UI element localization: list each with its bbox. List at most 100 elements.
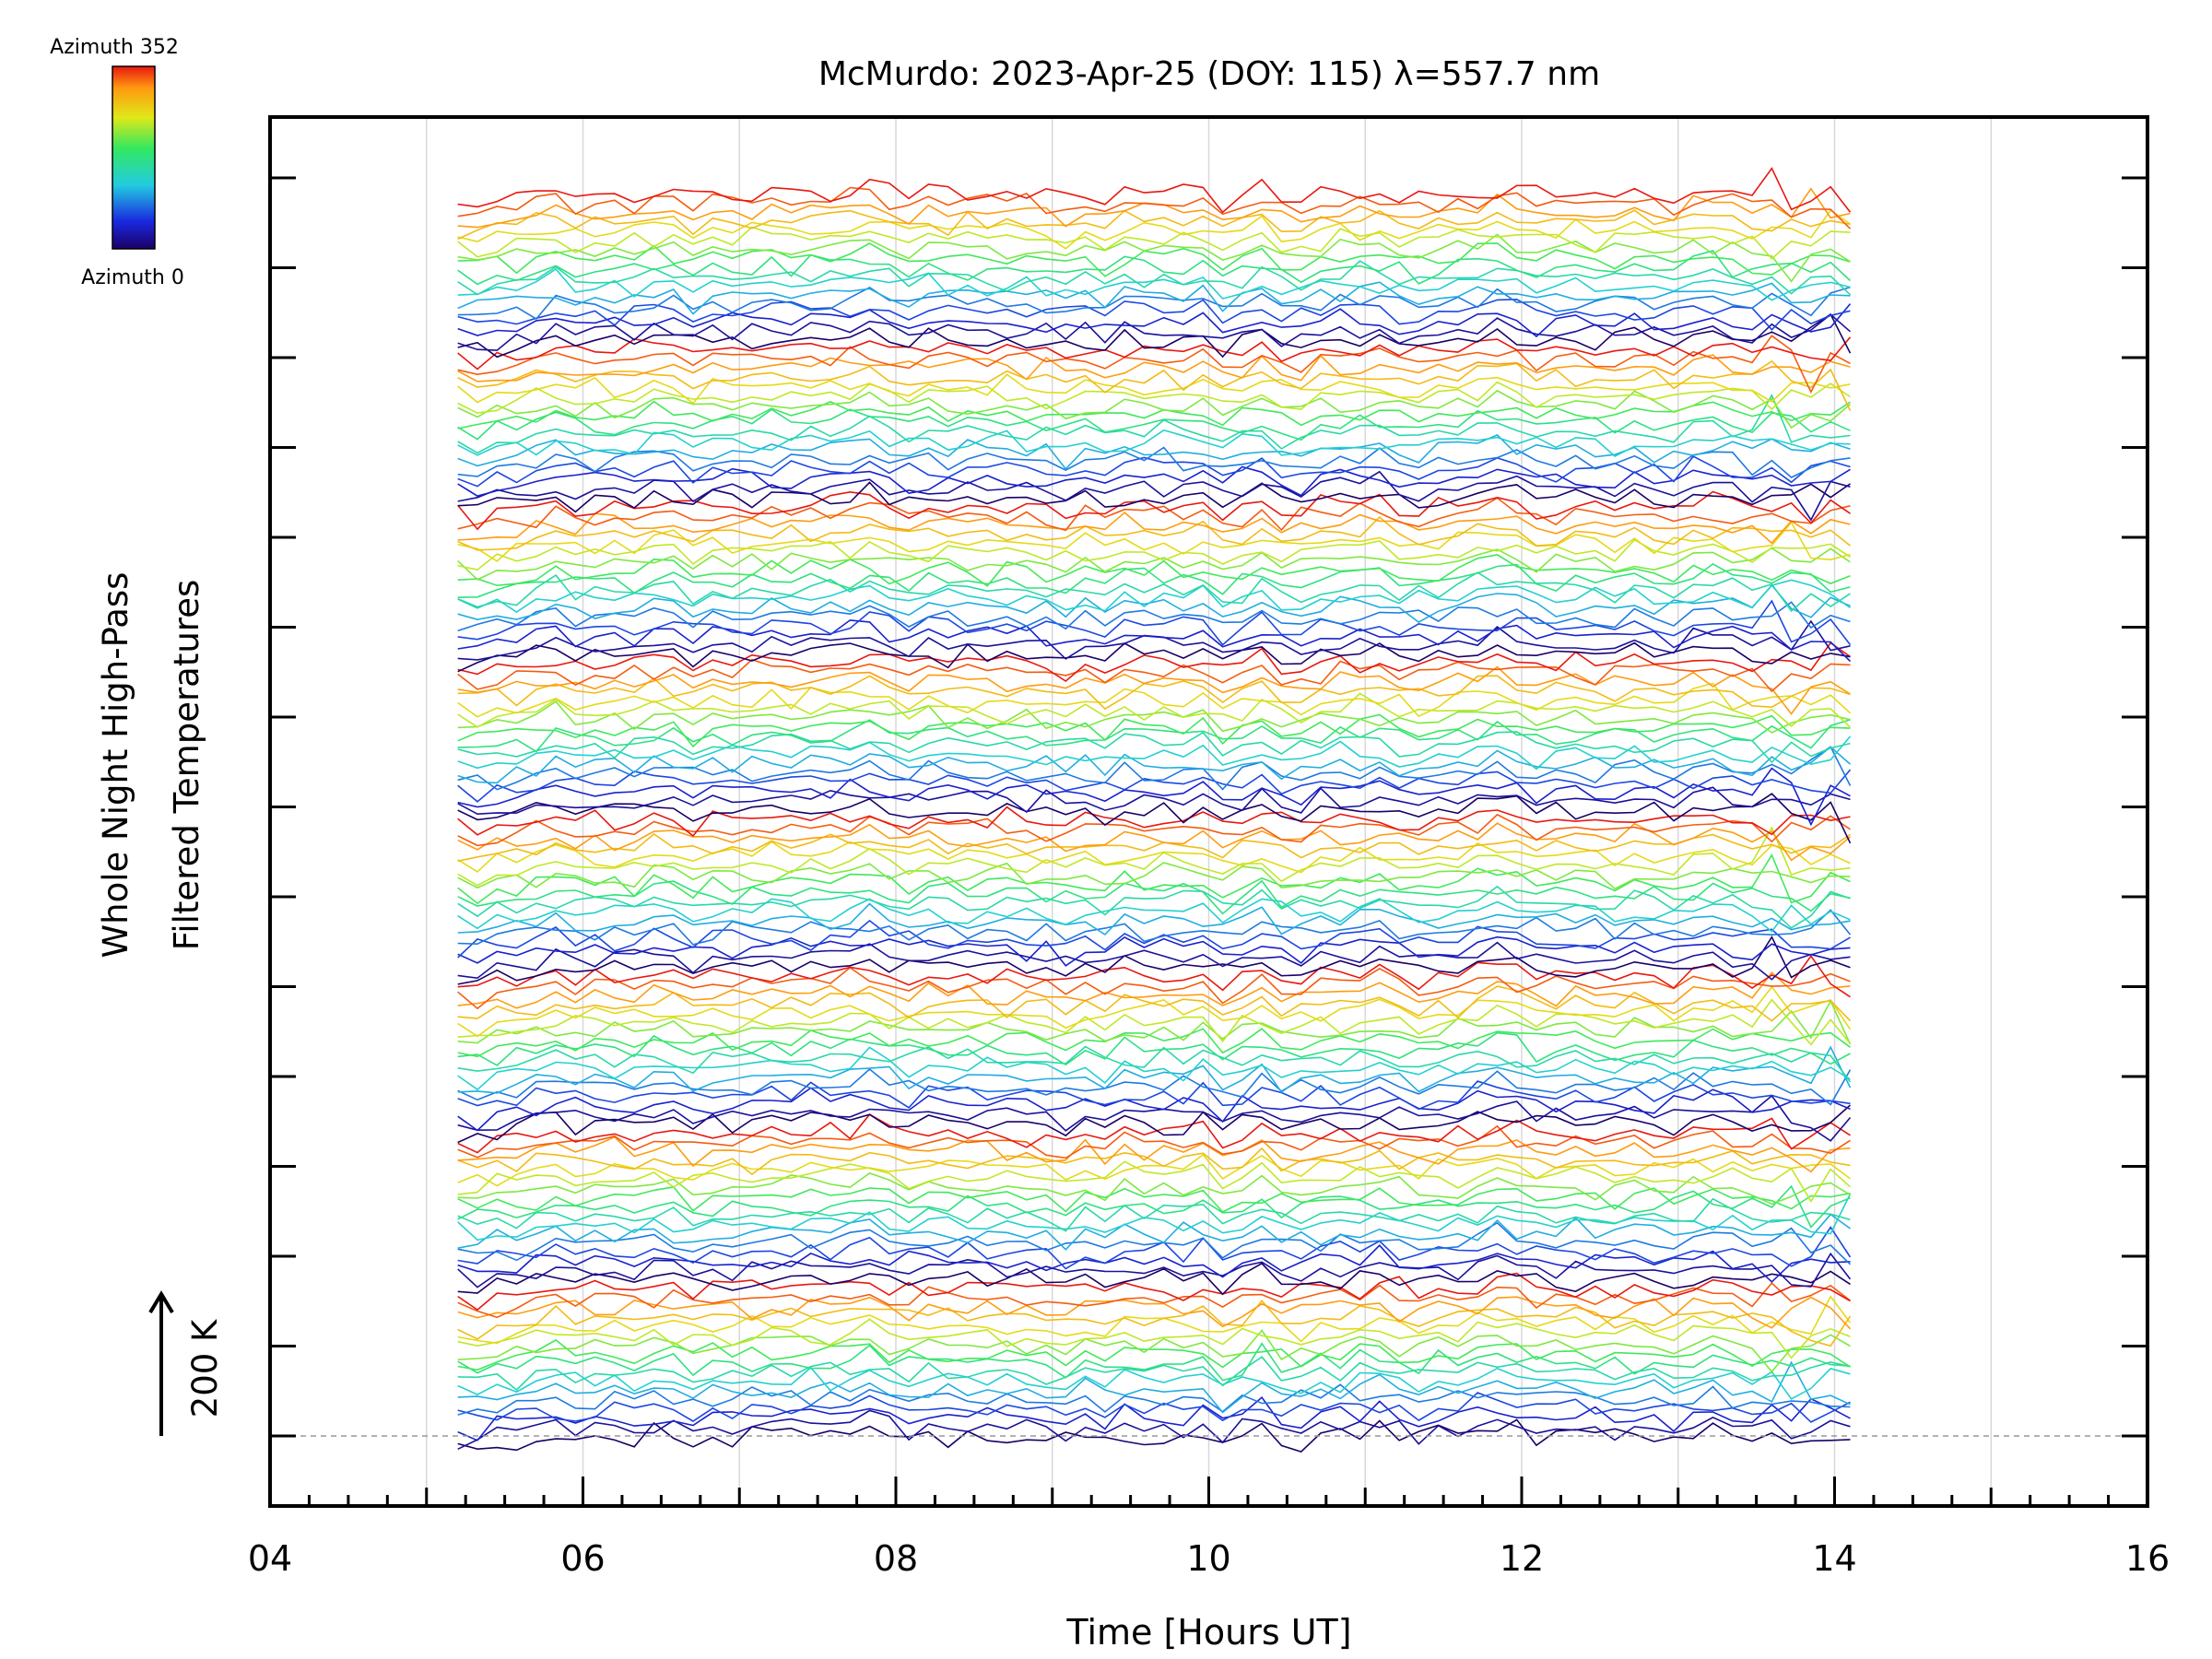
series-line <box>457 1124 1851 1159</box>
series-line <box>457 538 1851 571</box>
series-line <box>457 516 1851 551</box>
series-line <box>457 554 1851 587</box>
y-axis-label-line1: Whole Night High-Pass <box>96 572 135 959</box>
scale-label: 200 K <box>185 1318 225 1418</box>
series-line <box>457 1272 1851 1312</box>
scale-arrow <box>148 1290 174 1436</box>
series-line <box>457 186 1852 229</box>
x-tick-label: 08 <box>874 1538 918 1579</box>
series-line <box>457 497 1851 532</box>
series-line <box>457 746 1852 784</box>
series-line <box>457 547 1851 581</box>
series-line <box>457 1046 1851 1091</box>
series-line <box>457 971 1851 1009</box>
series-line <box>457 1342 1851 1382</box>
series-line <box>457 1147 1851 1176</box>
series-line <box>457 579 1851 614</box>
y-axis-ticks <box>270 176 2147 1438</box>
series-line <box>457 1197 1851 1232</box>
series-line <box>457 879 1851 915</box>
series-line <box>457 1329 1851 1373</box>
series-line <box>457 303 1852 338</box>
series-line <box>457 281 1851 315</box>
series-line <box>457 665 1851 715</box>
series-line <box>457 601 1851 632</box>
series-line <box>457 786 1851 816</box>
series-line <box>457 1045 1852 1083</box>
series-line <box>457 935 1851 967</box>
series-line <box>457 1135 1851 1173</box>
series-line <box>457 1104 1852 1144</box>
series-line <box>457 187 1851 229</box>
series-line <box>457 209 1851 241</box>
series-line <box>457 335 1851 394</box>
series-line <box>457 1366 1851 1400</box>
series-line <box>457 408 1851 441</box>
series-line <box>457 1396 1851 1441</box>
series-line <box>457 822 1852 862</box>
series-line <box>457 1113 1851 1154</box>
data-traces <box>457 167 1852 1453</box>
series-line <box>457 619 1852 663</box>
series-line <box>457 429 1851 457</box>
x-tick-label: 10 <box>1186 1538 1230 1579</box>
series-line <box>457 481 1851 513</box>
series-line <box>457 1262 1851 1296</box>
series-line <box>457 571 1851 613</box>
series-line <box>457 1087 1851 1132</box>
series-line <box>457 1160 1852 1203</box>
series-line <box>457 999 1852 1045</box>
series-line <box>457 898 1851 933</box>
x-tick-label: 04 <box>248 1538 292 1579</box>
series-line <box>457 1383 1851 1416</box>
x-tick-label: 06 <box>560 1538 605 1579</box>
series-line <box>457 966 1851 1010</box>
colorbar-bottom-label: Azimuth 0 <box>81 266 184 289</box>
series-line <box>457 675 1851 711</box>
series-line <box>457 941 1851 981</box>
series-line <box>457 1296 1852 1330</box>
series-line <box>457 583 1851 623</box>
series-line <box>457 692 1852 728</box>
x-axis-tick-labels: 04 06 08 10 12 14 16 <box>248 1538 2170 1579</box>
series-line <box>457 1194 1852 1241</box>
series-line <box>457 793 1852 844</box>
colorbar-top-label: Azimuth 352 <box>50 36 179 59</box>
x-tick-label: 12 <box>1500 1538 1544 1579</box>
series-line <box>457 354 1851 382</box>
series-line <box>457 619 1851 661</box>
series-line <box>457 400 1851 429</box>
series-line <box>457 641 1851 682</box>
series-line <box>457 985 1852 1022</box>
series-line <box>457 909 1852 946</box>
series-line <box>457 998 1852 1046</box>
series-line <box>457 885 1851 929</box>
series-line <box>457 242 1851 277</box>
series-line <box>457 1153 1851 1187</box>
series-line <box>457 512 1851 545</box>
series-line <box>457 841 1851 874</box>
series-line <box>457 1226 1852 1270</box>
series-line <box>457 470 1851 522</box>
series-line <box>457 465 1851 498</box>
series-line <box>457 1356 1851 1392</box>
series-line <box>457 233 1851 283</box>
series-line <box>457 1299 1852 1347</box>
series-line <box>457 373 1851 405</box>
series-line <box>457 641 1851 673</box>
series-line <box>457 1252 1852 1288</box>
series-line <box>457 250 1852 286</box>
series-line <box>457 599 1852 646</box>
series-line <box>457 1418 1851 1453</box>
series-line <box>457 381 1851 414</box>
series-line <box>457 209 1851 250</box>
series-line <box>457 731 1851 764</box>
series-line <box>457 862 1851 890</box>
series-line <box>457 735 1852 771</box>
series-line <box>457 746 1852 791</box>
series-line <box>457 389 1852 429</box>
series-line <box>457 1409 1851 1451</box>
y-axis-label-line2: Filtered Temperatures <box>167 580 206 950</box>
series-line <box>457 521 1851 562</box>
